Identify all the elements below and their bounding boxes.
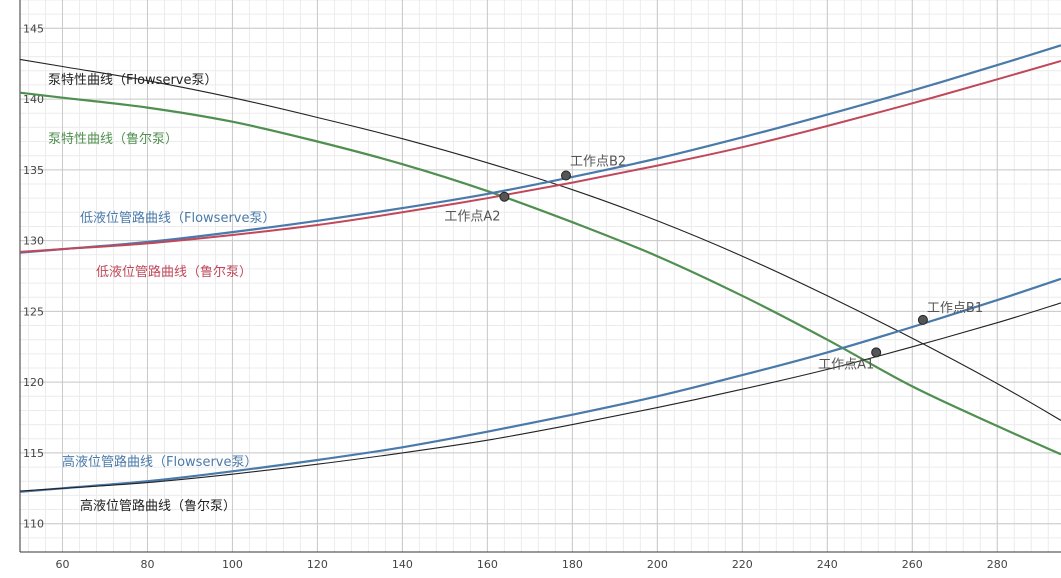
y-tick-label: 145 — [23, 22, 44, 35]
operating-point-label: 工作点B2 — [570, 155, 626, 170]
series-label: 泵特性曲线（鲁尔泵） — [48, 132, 178, 147]
y-tick-label: 130 — [23, 235, 44, 248]
y-tick-label: 125 — [23, 305, 44, 318]
y-tick-label: 140 — [23, 93, 44, 106]
x-tick-label: 240 — [817, 558, 838, 571]
x-tick-label: 100 — [222, 558, 243, 571]
x-tick-label: 280 — [987, 558, 1008, 571]
x-tick-label: 220 — [732, 558, 753, 571]
series-label: 高液位管路曲线（鲁尔泵） — [80, 498, 236, 514]
x-tick-label: 180 — [562, 558, 583, 571]
series-label: 高液位管路曲线（Flowserve泵） — [62, 454, 257, 470]
operating-point-label: 工作点A1 — [818, 357, 874, 372]
operating-point-marker — [917, 314, 928, 325]
x-tick-label: 120 — [307, 558, 328, 571]
y-tick-label: 110 — [23, 518, 44, 531]
x-tick-label: 60 — [55, 558, 69, 571]
operating-point-marker — [871, 347, 882, 358]
series-label: 低液位管路曲线（鲁尔泵） — [96, 264, 252, 280]
series-label: 低液位管路曲线（Flowserve泵） — [80, 210, 275, 226]
operating-point-label: 工作点A2 — [444, 210, 500, 225]
series-line — [19, 91, 1061, 456]
x-tick-label: 140 — [392, 558, 413, 571]
series-line — [19, 44, 1061, 254]
operating-point-label: 工作点B1 — [927, 301, 983, 316]
series-line — [19, 59, 1061, 253]
x-tick-label: 200 — [647, 558, 668, 571]
series-line — [19, 302, 1061, 492]
y-tick-label: 135 — [23, 164, 44, 177]
operating-point-marker — [499, 191, 510, 202]
y-tick-label: 120 — [23, 376, 44, 389]
operating-point-marker — [560, 170, 571, 181]
x-tick-label: 260 — [902, 558, 923, 571]
y-tick-label: 115 — [23, 447, 44, 460]
series-label: 泵特性曲线（Flowserve泵） — [48, 73, 217, 88]
x-tick-label: 160 — [477, 558, 498, 571]
series-line — [19, 277, 1061, 493]
x-tick-label: 80 — [140, 558, 154, 571]
